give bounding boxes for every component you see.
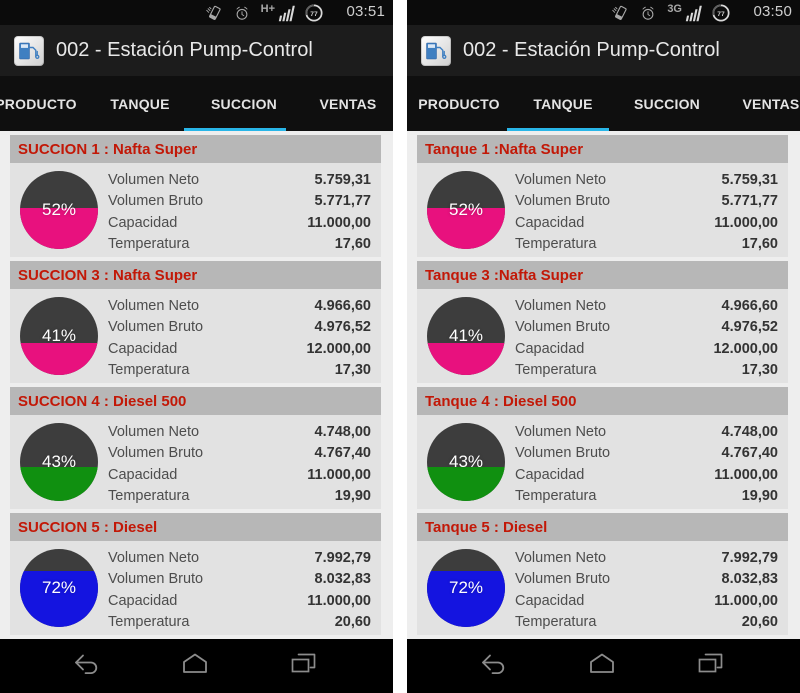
- svg-text:77: 77: [310, 11, 318, 18]
- svg-text:77: 77: [717, 11, 725, 18]
